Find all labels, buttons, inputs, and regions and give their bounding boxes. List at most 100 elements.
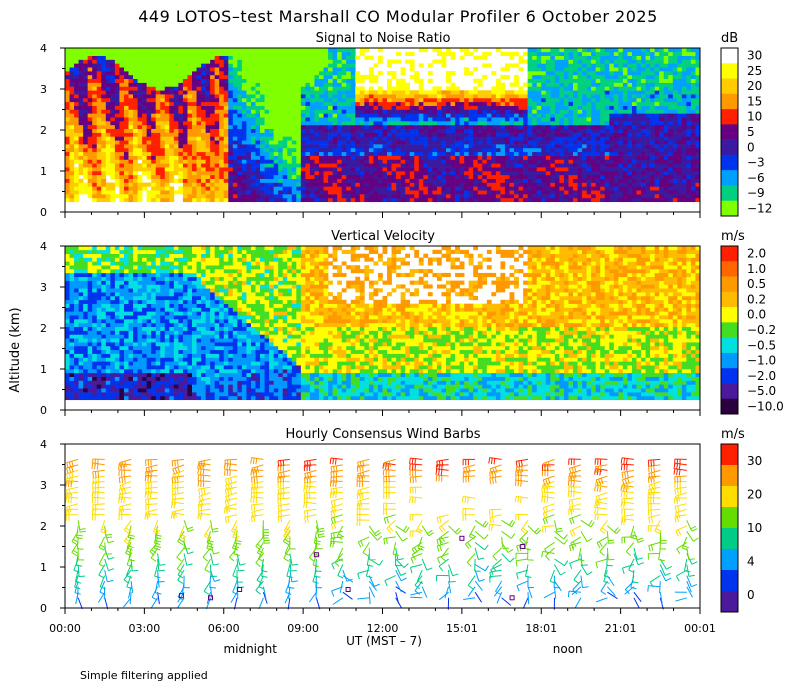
heatmap-cell <box>636 82 642 87</box>
heatmap-cell <box>96 171 102 176</box>
heatmap-cell <box>631 71 637 76</box>
heatmap-cell <box>192 147 197 153</box>
heatmap-cell <box>468 171 474 176</box>
heatmap-cell <box>250 117 256 122</box>
heatmap-cell <box>414 109 420 114</box>
heatmap-cell <box>87 113 93 118</box>
heatmap-cell <box>573 59 578 64</box>
heatmap-cell <box>110 63 116 68</box>
heatmap-cell <box>573 97 578 103</box>
heatmap-cell <box>441 190 447 195</box>
heatmap-cell <box>346 174 352 179</box>
heatmap-cell <box>423 94 429 99</box>
heatmap-cell <box>613 178 619 183</box>
heatmap-cell <box>631 121 637 126</box>
heatmap-cell <box>532 159 538 164</box>
heatmap-cell <box>164 197 170 203</box>
heatmap-cell <box>187 101 193 106</box>
heatmap-cell <box>586 55 592 60</box>
heatmap-cell <box>636 128 642 133</box>
heatmap-cell <box>219 194 225 199</box>
heatmap-cell <box>337 194 342 199</box>
heatmap-cell <box>459 132 465 137</box>
heatmap-cell <box>364 74 370 80</box>
heatmap-cell <box>486 63 492 68</box>
heatmap-cell <box>622 59 628 64</box>
heatmap-cell <box>187 97 193 103</box>
heatmap-cell <box>400 144 406 149</box>
heatmap-cell <box>241 171 247 176</box>
heatmap-cell <box>609 74 615 80</box>
heatmap-cell <box>337 163 342 168</box>
heatmap-cell <box>255 51 261 56</box>
heatmap-cell <box>396 136 401 141</box>
heatmap-cell <box>464 167 469 172</box>
heatmap-cell <box>332 78 338 83</box>
heatmap-cell <box>595 171 601 176</box>
heatmap-cell <box>509 63 515 68</box>
heatmap-cell <box>65 78 70 83</box>
heatmap-cell <box>446 155 451 160</box>
heatmap-cell <box>573 48 578 53</box>
heatmap-cell <box>146 97 152 103</box>
heatmap-cell <box>164 182 170 187</box>
heatmap-cell <box>663 147 669 153</box>
heatmap-cell <box>319 144 324 149</box>
heatmap-cell <box>133 151 138 156</box>
heatmap-cell <box>350 97 356 103</box>
heatmap-cell <box>169 67 175 72</box>
heatmap-cell <box>196 78 202 83</box>
heatmap-cell <box>514 97 519 103</box>
heatmap-cell <box>101 178 107 183</box>
heatmap-cell <box>69 182 75 187</box>
heatmap-cell <box>568 174 574 179</box>
heatmap-cell <box>441 167 447 172</box>
heatmap-cell <box>178 94 184 99</box>
heatmap-cell <box>441 136 447 141</box>
heatmap-cell <box>527 48 533 53</box>
heatmap-cell <box>477 159 483 164</box>
heatmap-cell <box>296 178 302 183</box>
heatmap-cell <box>187 197 193 203</box>
heatmap-cell <box>405 147 411 153</box>
heatmap-cell <box>573 124 578 130</box>
heatmap-cell <box>255 109 261 114</box>
heatmap-cell <box>305 186 311 191</box>
heatmap-cell <box>201 48 206 53</box>
heatmap-cell <box>591 101 596 106</box>
heatmap-cell <box>604 97 610 103</box>
heatmap-cell <box>269 117 274 122</box>
heatmap-cell <box>600 155 606 160</box>
heatmap-cell <box>300 63 306 68</box>
heatmap-cell <box>346 94 352 99</box>
heatmap-cell <box>550 113 556 118</box>
heatmap-cell <box>205 90 211 95</box>
heatmap-cell <box>137 178 143 183</box>
heatmap-cell <box>659 159 665 164</box>
heatmap-cell <box>83 151 88 156</box>
heatmap-cell <box>636 105 642 110</box>
heatmap-cell <box>160 48 166 53</box>
heatmap-cell <box>591 105 596 110</box>
heatmap-cell <box>201 197 206 203</box>
heatmap-cell <box>278 59 284 64</box>
heatmap-cell <box>663 132 669 137</box>
heatmap-cell <box>173 147 179 153</box>
heatmap-cell <box>173 155 179 160</box>
heatmap-cell <box>459 117 465 122</box>
heatmap-cell <box>142 59 147 64</box>
heatmap-cell <box>146 182 152 187</box>
heatmap-cell <box>155 94 161 99</box>
heatmap-cell <box>314 163 320 168</box>
heatmap-cell <box>223 186 229 191</box>
heatmap-cell <box>223 159 229 164</box>
heatmap-cell <box>319 186 324 191</box>
heatmap-cell <box>577 163 583 168</box>
heatmap-cell <box>600 128 606 133</box>
heatmap-cell <box>178 117 184 122</box>
heatmap-cell <box>78 124 84 130</box>
heatmap-cell <box>164 74 170 80</box>
heatmap-cell <box>613 197 619 203</box>
heatmap-cell <box>563 82 569 87</box>
heatmap-cell <box>74 48 79 53</box>
